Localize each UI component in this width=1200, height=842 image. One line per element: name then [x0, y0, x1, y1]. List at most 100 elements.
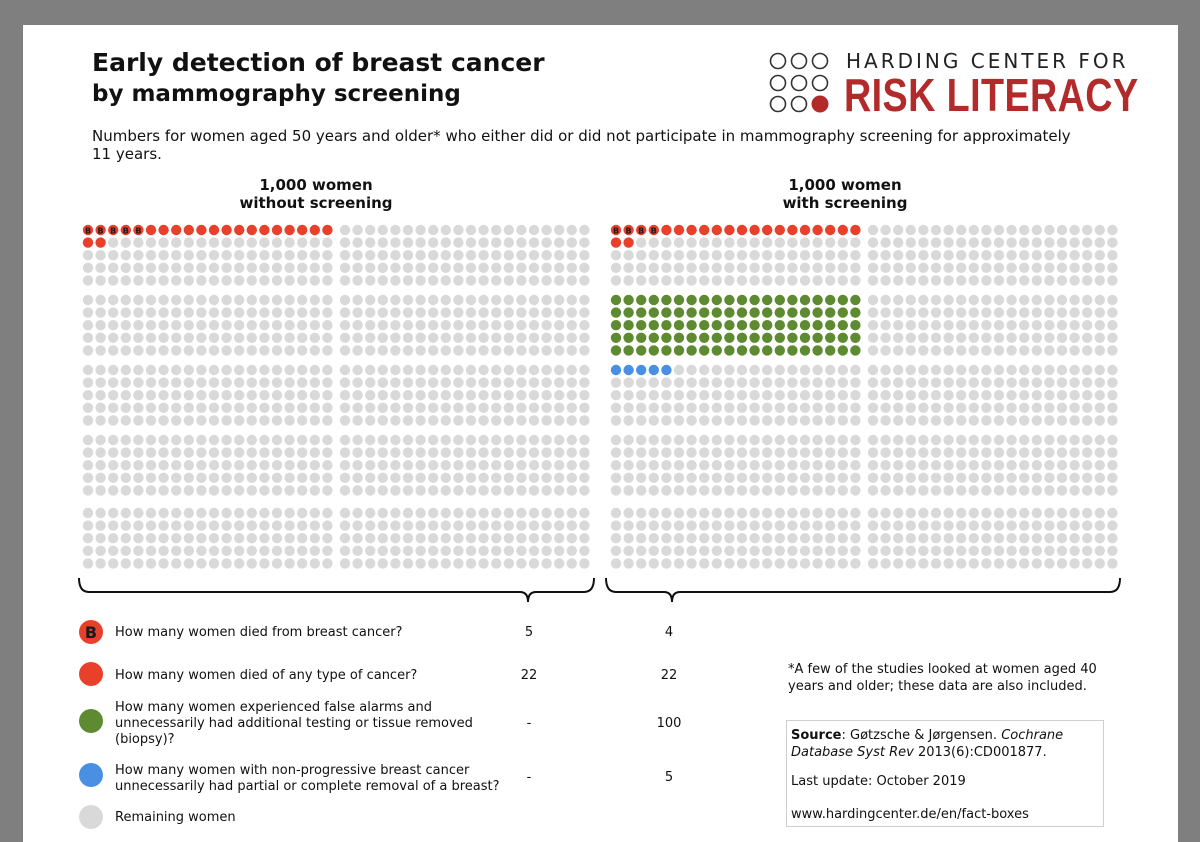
remaining-woman-dot: [234, 472, 245, 483]
remaining-woman-dot: [108, 558, 119, 569]
remaining-woman-dot: [541, 402, 552, 413]
remaining-woman-dot: [365, 364, 376, 376]
remaining-woman-dot: [402, 320, 414, 331]
remaining-woman-dot: [297, 237, 308, 248]
remaining-woman-dot: [145, 545, 157, 556]
remaining-woman-dot: [478, 237, 489, 248]
remaining-woman-dot: [145, 250, 157, 261]
remaining-woman-dot: [120, 485, 131, 496]
remaining-woman-dot: [711, 415, 722, 426]
remaining-woman-dot: [566, 332, 577, 343]
source-authors: : Gøtzsche & Jørgensen.: [841, 728, 1002, 743]
cancer-death-dot: [208, 224, 220, 236]
false-alarm-dot: [661, 307, 672, 318]
remaining-woman-dot: [812, 485, 823, 496]
remaining-woman-dot: [453, 320, 464, 331]
remaining-woman-dot: [774, 434, 785, 446]
remaining-woman-dot: [377, 415, 388, 426]
remaining-woman-dot: [749, 262, 760, 273]
remaining-woman-dot: [648, 520, 659, 531]
remaining-woman-dot: [968, 275, 979, 286]
remaining-woman-dot: [566, 472, 577, 483]
remaining-woman-dot: [365, 294, 376, 306]
remaining-woman-dot: [579, 434, 590, 446]
remaining-woman-dot: [736, 460, 748, 471]
remaining-woman-dot: [1107, 460, 1118, 471]
remaining-woman-dot: [930, 364, 942, 376]
cancer-death-dot: [95, 237, 106, 248]
remaining-woman-dot: [120, 533, 131, 544]
remaining-woman-dot: [837, 558, 848, 569]
remaining-woman-dot: [554, 507, 565, 519]
remaining-woman-dot: [133, 250, 144, 261]
remaining-woman-dot: [1069, 460, 1080, 471]
remaining-woman-dot: [221, 250, 232, 261]
remaining-woman-dot: [491, 332, 502, 343]
red-dot-b-icon: [79, 620, 103, 644]
remaining-woman-dot: [1031, 237, 1043, 248]
remaining-woman-dot: [377, 275, 388, 286]
remaining-woman-dot: [686, 415, 697, 426]
false-alarm-dot: [787, 320, 798, 331]
remaining-woman-dot: [390, 460, 401, 471]
remaining-woman-dot: [82, 364, 94, 376]
remaining-woman-dot: [1082, 434, 1093, 446]
remaining-woman-dot: [171, 332, 182, 343]
source-url[interactable]: www.hardingcenter.de/en/fact-boxes: [791, 807, 1029, 822]
remaining-woman-dot: [930, 294, 942, 306]
remaining-woman-dot: [566, 294, 577, 306]
remaining-woman-dot: [297, 533, 308, 544]
remaining-woman-dot: [171, 447, 182, 458]
remaining-woman-dot: [774, 460, 785, 471]
cancer-death-dot: [673, 224, 685, 236]
remaining-woman-dot: [541, 545, 552, 556]
remaining-woman-dot: [837, 275, 848, 286]
remaining-woman-dot: [893, 545, 904, 556]
remaining-woman-dot: [415, 415, 426, 426]
remaining-woman-dot: [579, 533, 590, 544]
false-alarm-dot: [711, 332, 722, 343]
remaining-woman-dot: [516, 507, 527, 519]
false-alarm-dot: [610, 307, 622, 318]
remaining-woman-dot: [528, 307, 540, 318]
remaining-woman-dot: [1044, 275, 1055, 286]
remaining-woman-dot: [1006, 507, 1017, 519]
remaining-woman-dot: [579, 558, 590, 569]
remaining-woman-dot: [158, 262, 169, 273]
remaining-woman-dot: [981, 377, 992, 388]
remaining-woman-dot: [528, 224, 540, 236]
false-alarm-dot: [661, 294, 672, 306]
remaining-woman-dot: [837, 472, 848, 483]
remaining-woman-dot: [623, 472, 634, 483]
remaining-woman-dot: [377, 390, 388, 401]
remaining-woman-dot: [1056, 320, 1068, 331]
remaining-woman-dot: [918, 472, 929, 483]
remaining-woman-dot: [541, 332, 552, 343]
remaining-woman-dot: [390, 294, 401, 306]
remaining-woman-dot: [491, 224, 502, 236]
remaining-woman-dot: [465, 520, 477, 531]
remaining-woman-dot: [893, 415, 904, 426]
remaining-woman-dot: [297, 275, 308, 286]
remaining-woman-dot: [1082, 307, 1093, 318]
remaining-woman-dot: [221, 294, 232, 306]
remaining-woman-dot: [956, 250, 967, 261]
remaining-woman-dot: [1006, 364, 1017, 376]
remaining-woman-dot: [377, 294, 388, 306]
remaining-woman-dot: [297, 364, 308, 376]
remaining-woman-dot: [377, 485, 388, 496]
remaining-woman-dot: [440, 237, 451, 248]
remaining-woman-dot: [309, 545, 320, 556]
remaining-woman-dot: [158, 434, 169, 446]
remaining-woman-dot: [297, 558, 308, 569]
remaining-woman-dot: [968, 402, 979, 413]
remaining-woman-dot: [171, 275, 182, 286]
remaining-woman-dot: [478, 262, 489, 273]
remaining-woman-dot: [673, 415, 685, 426]
remaining-woman-dot: [465, 402, 477, 413]
false-alarm-dot: [812, 320, 823, 331]
remaining-woman-dot: [339, 434, 351, 446]
remaining-woman-dot: [930, 262, 942, 273]
remaining-woman-dot: [636, 377, 647, 388]
remaining-woman-dot: [993, 460, 1005, 471]
